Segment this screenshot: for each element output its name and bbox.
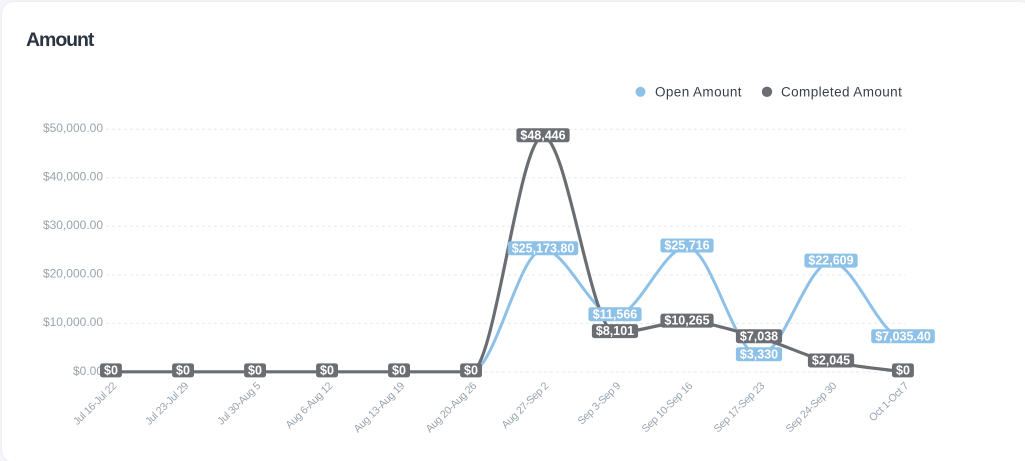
svg-text:Sep 3-Sep 9: Sep 3-Sep 9 <box>575 380 623 427</box>
svg-text:$20,000.00: $20,000.00 <box>43 267 103 281</box>
svg-text:$25,173.80: $25,173.80 <box>512 241 575 255</box>
svg-text:$0: $0 <box>248 364 262 378</box>
svg-text:$0.00: $0.00 <box>73 364 103 378</box>
svg-text:$0: $0 <box>392 364 406 378</box>
svg-text:$40,000.00: $40,000.00 <box>43 170 103 184</box>
svg-text:$10,000.00: $10,000.00 <box>43 315 103 329</box>
svg-text:$8,101: $8,101 <box>596 324 634 338</box>
svg-text:$48,446: $48,446 <box>520 128 565 142</box>
svg-text:Aug 27-Sep 2: Aug 27-Sep 2 <box>499 380 551 431</box>
svg-text:$3,330: $3,330 <box>740 347 778 361</box>
svg-text:$0: $0 <box>896 364 910 378</box>
svg-text:$0: $0 <box>464 364 478 378</box>
svg-text:Completed Amount: Completed Amount <box>781 85 902 100</box>
svg-text:$22,609: $22,609 <box>808 254 853 268</box>
svg-text:Oct 1-Oct 7: Oct 1-Oct 7 <box>867 380 912 424</box>
svg-text:Aug 13-Aug 19: Aug 13-Aug 19 <box>352 380 408 435</box>
svg-text:$2,045: $2,045 <box>812 354 850 368</box>
svg-text:$0: $0 <box>320 364 334 378</box>
svg-text:Aug 20-Aug 26: Aug 20-Aug 26 <box>424 380 480 435</box>
svg-text:Jul 16-Jul 22: Jul 16-Jul 22 <box>71 380 119 428</box>
svg-text:Aug 6-Aug 12: Aug 6-Aug 12 <box>283 380 335 431</box>
svg-text:$25,716: $25,716 <box>664 239 709 253</box>
svg-text:$0: $0 <box>176 364 190 378</box>
svg-text:$11,566: $11,566 <box>593 307 638 321</box>
svg-text:$10,265: $10,265 <box>664 314 709 328</box>
svg-text:Open Amount: Open Amount <box>655 85 742 100</box>
svg-text:$50,000.00: $50,000.00 <box>43 121 103 135</box>
svg-text:Sep 17-Sep 23: Sep 17-Sep 23 <box>712 380 768 435</box>
svg-text:Sep 10-Sep 16: Sep 10-Sep 16 <box>640 380 696 435</box>
svg-text:$0: $0 <box>104 364 118 378</box>
svg-text:Jul 23-Jul 29: Jul 23-Jul 29 <box>143 380 191 428</box>
svg-text:Sep 24-Sep 30: Sep 24-Sep 30 <box>784 380 840 435</box>
svg-text:$30,000.00: $30,000.00 <box>43 218 103 232</box>
svg-text:Jul 30-Aug 5: Jul 30-Aug 5 <box>215 380 263 428</box>
svg-text:$7,035.40: $7,035.40 <box>875 329 931 343</box>
svg-text:Amount: Amount <box>26 29 95 51</box>
svg-text:$7,038: $7,038 <box>740 329 778 343</box>
